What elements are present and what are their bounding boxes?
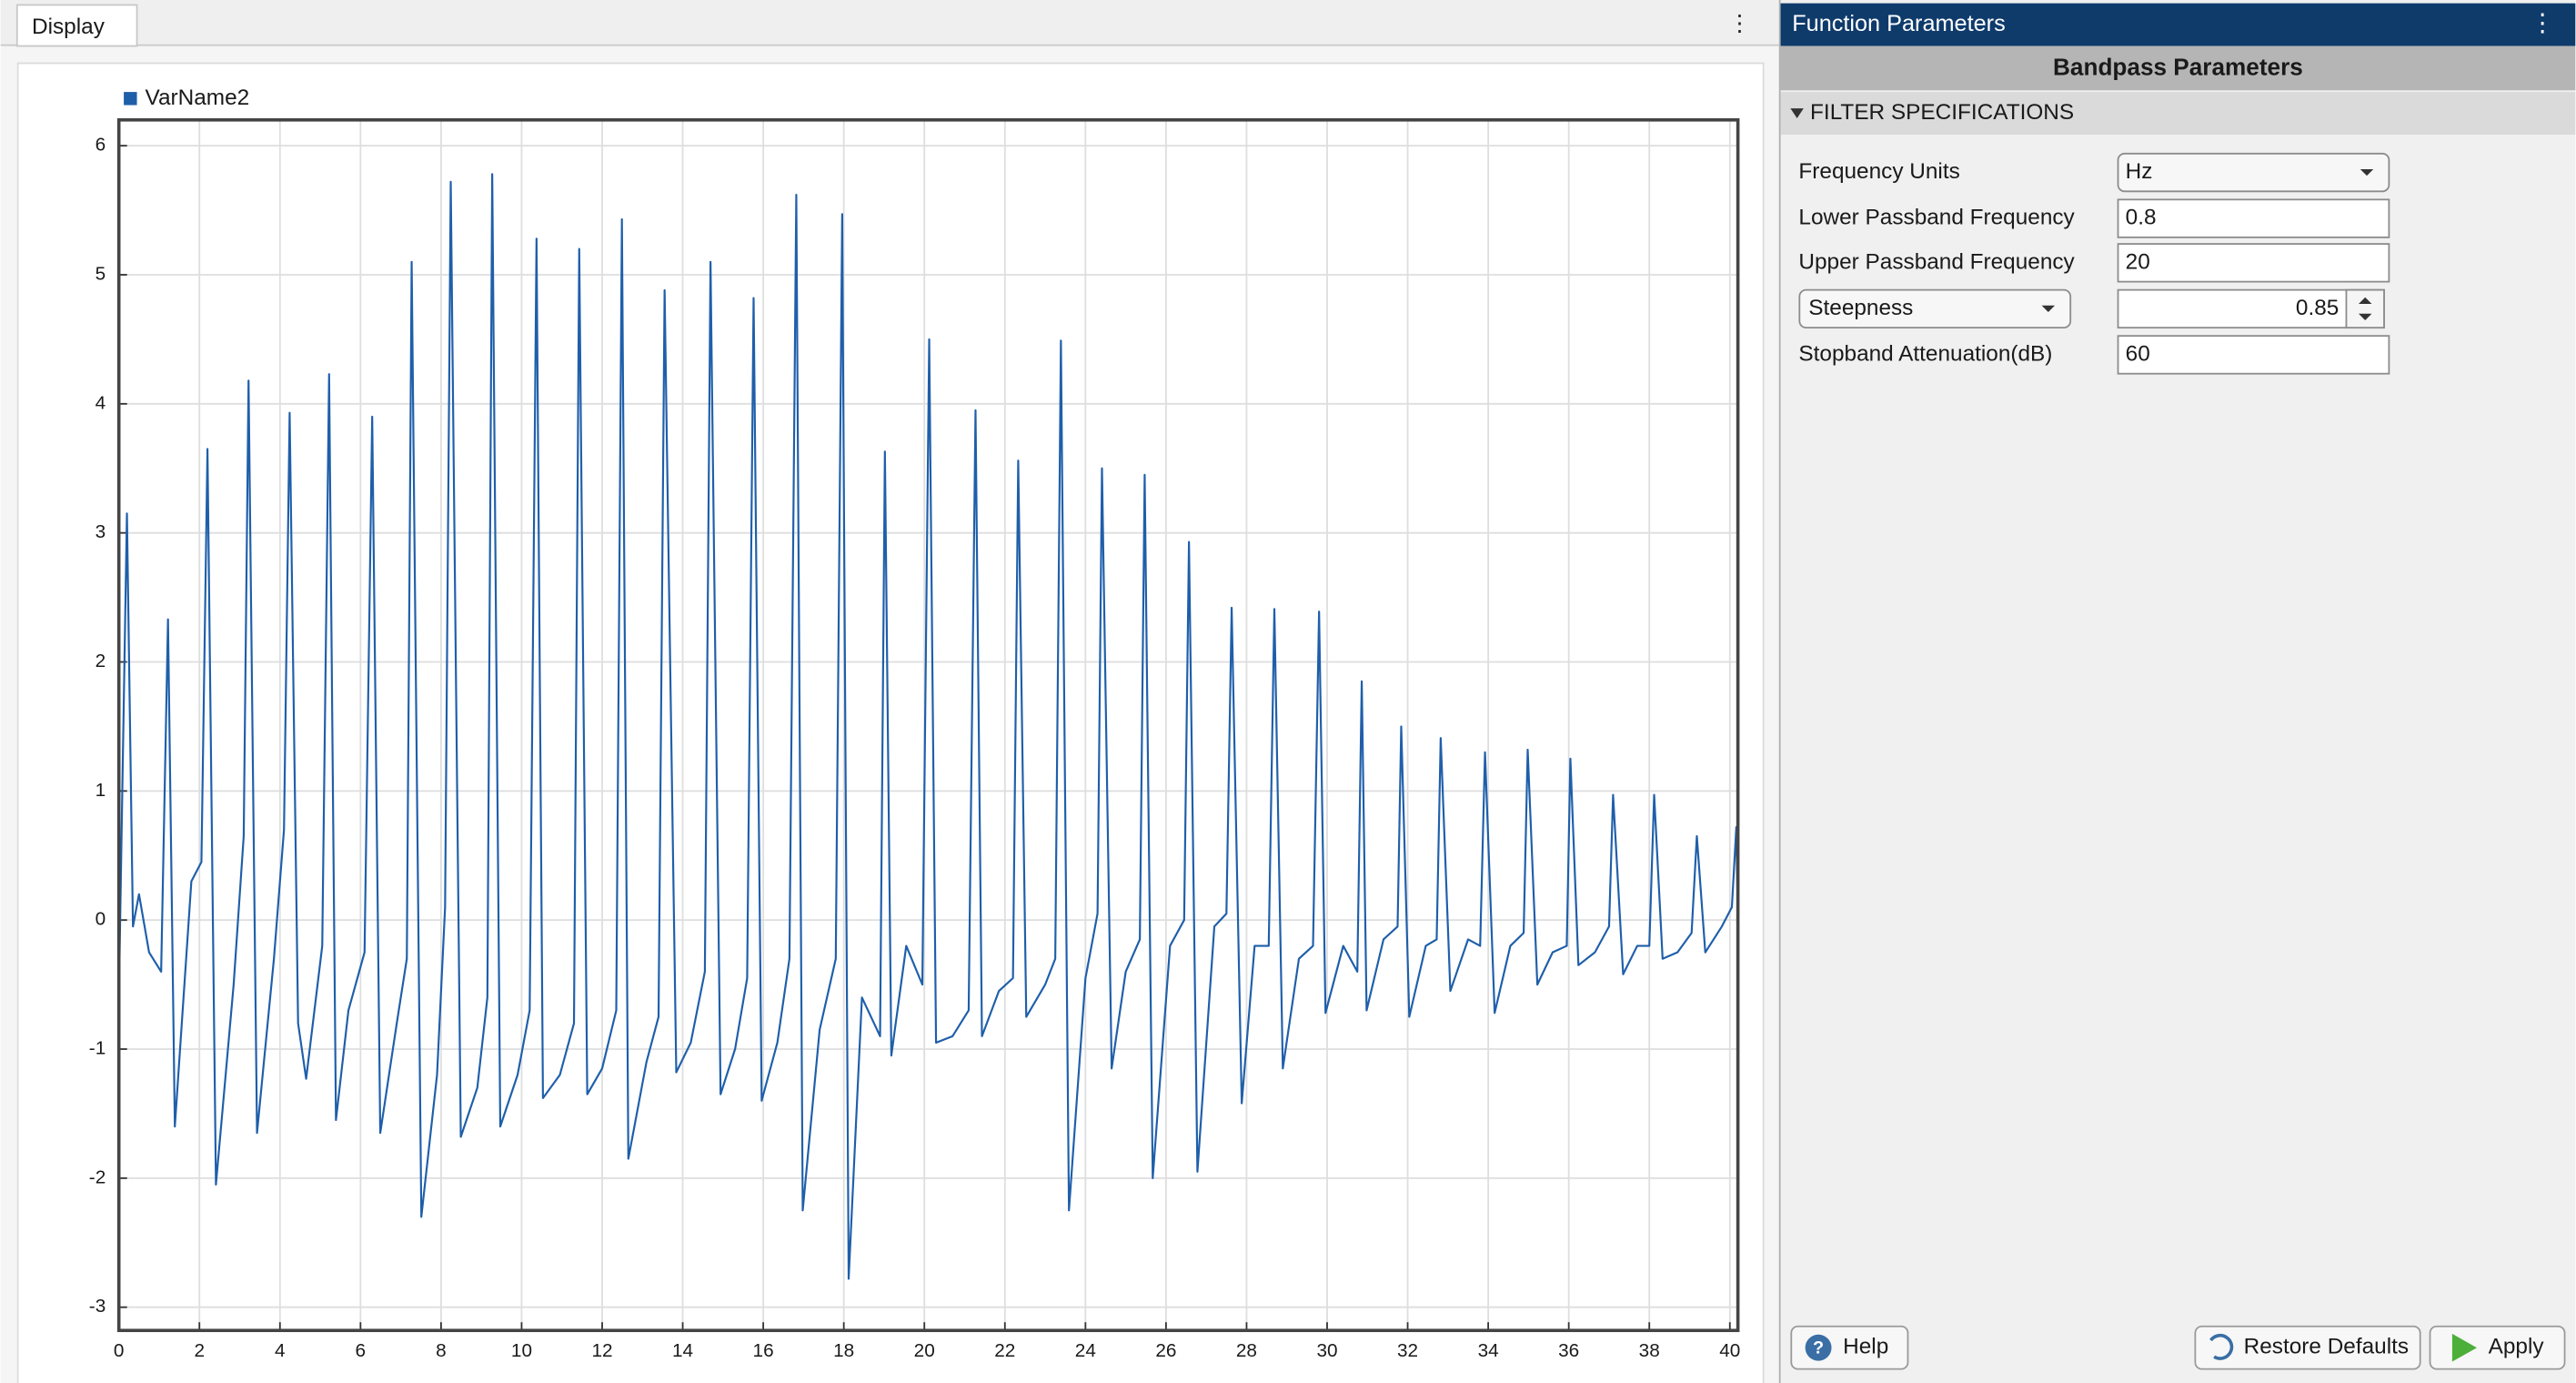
help-button-label[interactable]: Help [1843,1335,1888,1359]
x-tick-label: 26 [1155,1340,1176,1361]
restore-defaults-button[interactable] [2194,1325,2421,1370]
field-value[interactable]: 0.8 [2126,206,2157,230]
x-tick-label: 34 [1478,1340,1499,1361]
panel-title-bar [1780,3,2576,46]
x-tick-label: 22 [994,1340,1015,1361]
axes-frame [116,117,1740,1333]
x-tick-label: 20 [914,1340,935,1361]
dropdown-arrow[interactable] [2360,168,2374,177]
display-tab-label[interactable]: Display [32,15,106,39]
field-value[interactable]: 20 [2126,249,2150,274]
display-tab[interactable] [15,4,138,47]
legend-swatch [124,92,137,106]
x-tick-label: 28 [1236,1340,1257,1361]
y-tick-label: 5 [96,263,106,284]
section-bar[interactable] [1780,92,2576,136]
panel-heading: Bandpass Parameters [2053,54,2303,81]
field-label: Stopband Attenuation(dB) [1798,341,2052,366]
field-label[interactable]: Steepness [1808,296,1913,320]
panel-title: Function Parameters [1792,11,2006,36]
fields: Frequency Units Hz Lower Passband Frequenc… [1798,152,2390,375]
text-input[interactable] [2117,243,2390,283]
apply-button[interactable] [2429,1325,2566,1370]
spinner-up[interactable] [2359,297,2372,304]
spinner-buttons[interactable] [2345,288,2385,329]
y-tick-label: -3 [89,1296,106,1317]
x-tick-label: 16 [753,1340,774,1361]
field-value[interactable]: 60 [2126,341,2150,366]
panel-menu-icon[interactable]: ⋮ [2531,8,2555,36]
spinner-down[interactable] [2359,313,2372,321]
x-tick-label: 2 [194,1340,205,1361]
x-tick-label: 24 [1075,1340,1096,1361]
field-label: Upper Passband Frequency [1798,249,2075,274]
series-line [117,173,1739,1280]
y-tick-label: -1 [89,1038,106,1059]
apply-icon[interactable] [2451,1333,2477,1362]
units-dropdown[interactable] [2117,152,2390,193]
x-tick-label: 4 [275,1340,286,1361]
section-title[interactable]: FILTER SPECIFICATIONS [1810,100,2074,125]
x-tick-label: 10 [511,1340,532,1361]
section-collapse-arrow[interactable] [1790,108,1804,118]
y-tick-label: 3 [96,521,106,542]
x-tick-label: 14 [672,1340,693,1361]
x-tick-label: 32 [1397,1340,1418,1361]
y-tick-label: 6 [96,135,106,156]
apply-button-label[interactable]: Apply [2489,1335,2545,1359]
help-icon-glyph[interactable]: ? [1813,1338,1824,1358]
field-value[interactable]: Hz [2126,159,2153,184]
text-input[interactable] [2117,335,2390,375]
y-tick-label: 0 [96,909,106,930]
y-tick-label: 4 [96,392,106,413]
help-icon[interactable] [1805,1334,1832,1361]
spinner-input[interactable] [2117,288,2385,329]
field-value[interactable]: 0.85 [2296,296,2339,320]
x-tick-label: 8 [436,1340,447,1361]
field-label: Frequency Units [1798,159,1959,184]
text-input[interactable] [2117,198,2390,238]
steepness-dropdown[interactable] [1798,288,2072,329]
y-tick-label: 2 [96,651,106,671]
x-tick-label: 30 [1316,1340,1337,1361]
x-tick-label: 18 [833,1340,854,1361]
x-tick-label: 0 [114,1340,125,1361]
x-tick-label: 36 [1558,1340,1579,1361]
y-tick-label: -2 [89,1166,106,1187]
chart-container [16,62,1765,1383]
field-label: Lower Passband Frequency [1798,206,2075,230]
x-tick-label: 38 [1639,1340,1660,1361]
legend-label: VarName2 [146,86,250,110]
restore-defaults-label[interactable]: Restore Defaults [2244,1335,2409,1359]
y-tick-label: 1 [96,780,106,801]
tab-menu-icon[interactable]: ⋮ [1728,12,1750,36]
x-tick-label: 6 [356,1340,367,1361]
dropdown-arrow[interactable] [2041,305,2056,312]
tab-bar [0,0,1779,46]
x-tick-label: 40 [1719,1340,1740,1361]
restore-icon[interactable] [2209,1333,2234,1360]
heading-bar [1780,45,2576,91]
x-tick-label: 12 [591,1340,612,1361]
